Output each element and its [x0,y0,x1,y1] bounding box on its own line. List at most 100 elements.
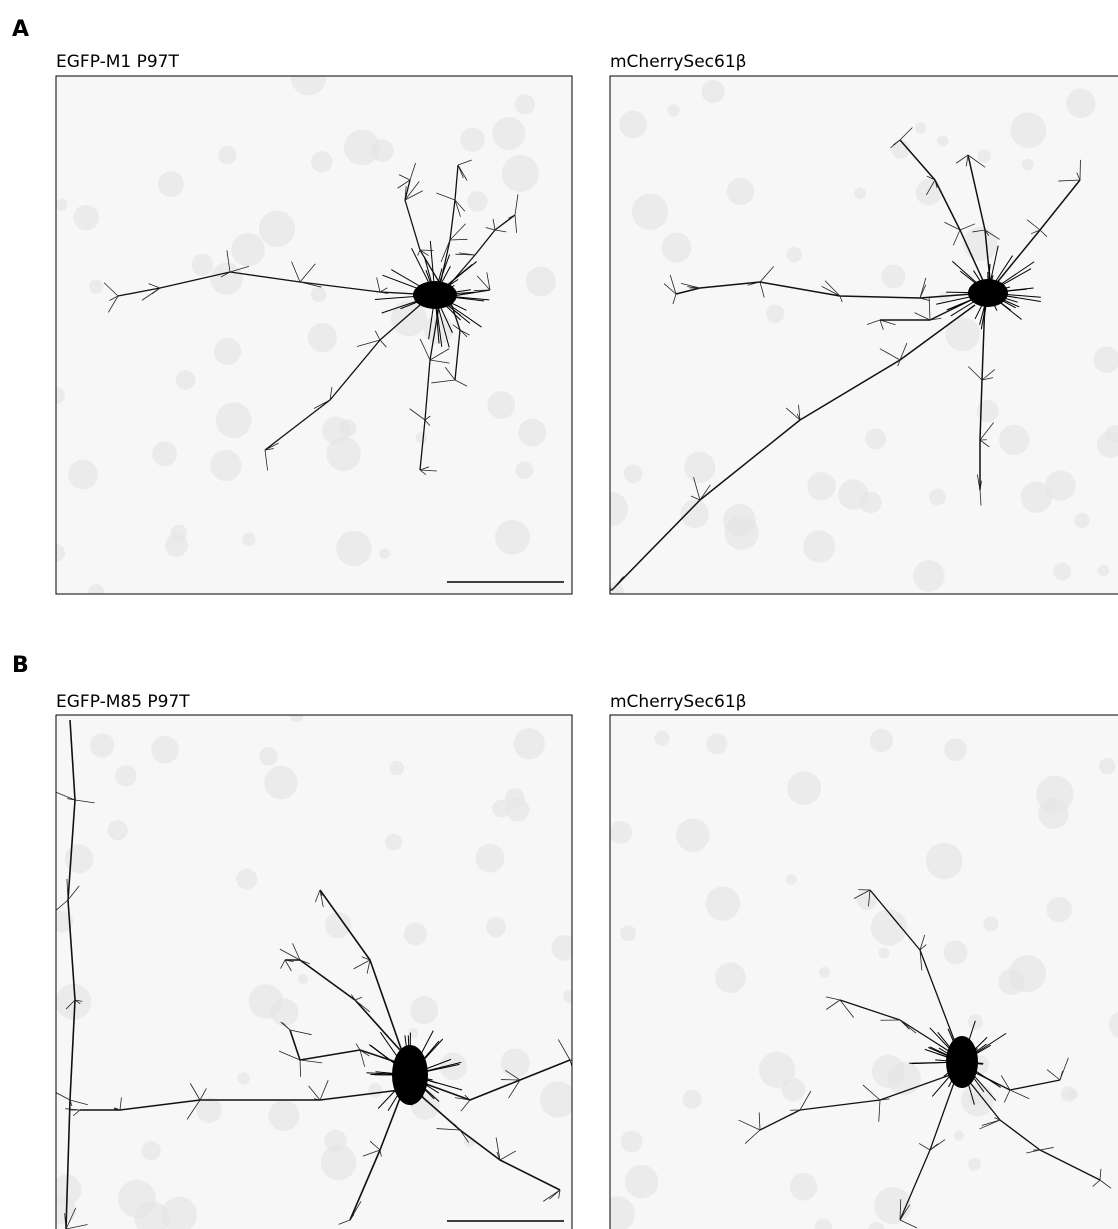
background-blob [715,962,746,993]
background-blob [609,821,632,844]
background-blob [929,489,946,506]
background-blob [662,233,692,263]
background-blob [943,941,967,965]
background-blob [683,1090,702,1109]
background-blob [65,845,94,874]
background-blob [410,996,438,1024]
background-blob [291,60,327,96]
background-blob [620,925,636,941]
background-blob [526,267,556,297]
background-blob [467,191,487,211]
figure: A EGFP-M1 P97T mCherrySec61β B EGFP-M85 … [0,0,1118,1229]
background-blob [926,843,963,880]
background-blob [311,151,332,172]
background-blob [807,472,835,500]
background-blob [151,736,179,764]
background-blob [210,450,241,481]
background-blob [819,967,830,978]
background-blob [271,998,299,1026]
background-blob [1068,1090,1078,1100]
background-blob [676,818,709,851]
background-blob [89,280,103,294]
background-blob [90,733,114,757]
background-blob [865,428,886,449]
background-blob [404,922,427,945]
background-blob [49,387,65,403]
background-blob [152,441,177,466]
background-blob [624,464,643,483]
background-blob [786,874,797,885]
background-blob [706,886,740,920]
background-blob [1098,565,1110,577]
background-blob [977,149,991,163]
background-blob [259,211,295,247]
background-blob [1021,159,1033,171]
background-blob [259,747,277,765]
background-blob [321,1145,357,1181]
background-blob [983,916,998,931]
background-blob [416,432,428,444]
image-title: EGFP-M85 P97T [56,692,190,712]
background-blob [237,1072,249,1084]
background-blob [515,94,535,114]
background-blob [487,391,515,419]
background-blob [954,1131,964,1141]
background-blob [878,947,889,958]
background-blob [857,889,878,910]
background-blob [501,1049,530,1078]
background-blob [214,338,241,365]
image-title: mCherrySec61β [610,692,746,712]
background-blob [108,820,128,840]
background-blob [141,1141,160,1160]
background-blob [1021,482,1052,513]
background-blob [502,155,539,192]
micrograph [47,60,572,600]
page: A EGFP-M1 P97T mCherrySec61β B EGFP-M85 … [0,0,1118,1229]
background-blob [368,1083,382,1097]
background-blob [171,525,188,542]
background-blob [759,1052,795,1088]
background-blob [264,766,297,799]
background-blob [514,728,545,759]
background-blob [68,460,98,490]
background-blob [268,1100,299,1131]
background-blob [191,254,213,276]
background-blob [937,135,948,146]
panel-label: A [12,17,29,42]
background-blob [667,104,679,116]
background-blob [681,500,709,528]
background-blob [1011,112,1047,148]
background-blob [727,178,754,205]
background-blob [1053,563,1071,581]
background-blob [594,492,628,526]
background-blob [336,531,371,566]
background-blob [706,733,727,754]
background-blob [888,1062,921,1095]
background-blob [725,515,759,549]
background-blob [518,419,546,447]
background-blob [854,188,866,200]
background-blob [311,287,326,302]
background-blob [218,146,236,164]
image-background [56,715,572,1229]
background-blob [495,520,530,555]
background-blob [1066,89,1095,118]
background-blob [476,844,505,873]
background-blob [1099,758,1116,775]
background-blob [787,771,821,805]
background-blob [236,869,257,890]
background-blob [916,179,942,205]
background-blob [176,370,196,390]
background-blob [915,122,926,133]
background-blob [308,323,337,352]
micrograph [600,715,1118,1229]
background-blob [1074,513,1089,528]
background-blob [786,247,802,263]
background-blob [963,227,997,261]
background-blob [881,265,905,289]
background-blob [1047,897,1072,922]
background-blob [298,974,308,984]
background-blob [654,731,669,746]
background-blob [326,436,361,471]
background-blob [385,834,402,851]
